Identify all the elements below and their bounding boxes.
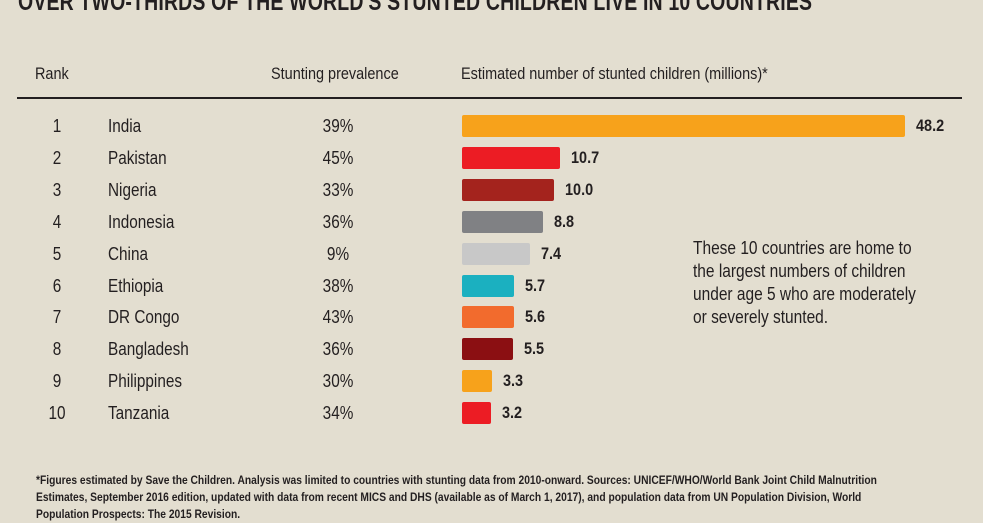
rank-cell: 2 — [52, 147, 62, 168]
value-label: 7.4 — [541, 243, 562, 263]
rank-cell: 4 — [52, 211, 62, 232]
country-label: Philippines — [108, 371, 183, 392]
prevalence-cell: 33% — [322, 179, 354, 200]
prevalence-cell: 36% — [322, 339, 354, 360]
bar-pakistan — [462, 146, 561, 169]
rank-cell: 3 — [52, 179, 62, 200]
prevalence-cell: 34% — [322, 403, 354, 424]
rank-cell: 10 — [48, 403, 66, 424]
value-label: 3.3 — [503, 371, 524, 391]
bar-bangladesh — [462, 338, 513, 361]
rank-cell: 9 — [52, 371, 62, 392]
value-label: 10.0 — [564, 179, 594, 199]
country-label: Nigeria — [108, 179, 157, 200]
bar-ethiopia — [462, 274, 515, 297]
country-label: China — [108, 243, 148, 264]
value-label: 8.8 — [553, 211, 574, 231]
rank-header: Rank — [35, 64, 69, 83]
country-label: India — [108, 116, 142, 136]
value-label: 3.2 — [502, 403, 523, 423]
prevalence-cell: 39% — [322, 116, 354, 136]
prevalence-cell: 36% — [322, 211, 354, 232]
bar-dr-congo — [462, 306, 514, 329]
bar-india — [462, 115, 905, 137]
chart-title: OVER TWO-THIRDS OF THE WORLD'S STUNTED C… — [18, 0, 813, 16]
country-label: Ethiopia — [108, 275, 164, 296]
country-label: Tanzania — [108, 403, 170, 424]
bar-nigeria — [462, 178, 554, 201]
country-label: Indonesia — [108, 211, 175, 232]
country-label: DR Congo — [108, 307, 180, 328]
value-label: 5.5 — [523, 339, 544, 359]
rank-cell: 1 — [52, 116, 62, 136]
prevalence-header: Stunting prevalence — [271, 64, 399, 83]
rank-cell: 6 — [52, 275, 62, 296]
bar-philippines — [462, 370, 493, 393]
bar-china — [462, 242, 530, 265]
bar-indonesia — [462, 210, 543, 233]
value-label: 5.6 — [524, 307, 545, 327]
country-label: Pakistan — [108, 147, 167, 168]
annotation-text: These 10 countries are home to the large… — [693, 238, 916, 327]
rank-cell: 5 — [52, 243, 62, 264]
prevalence-cell: 30% — [322, 371, 354, 392]
header-rule — [17, 97, 962, 99]
prevalence-cell: 9% — [326, 243, 350, 264]
value-label: 10.7 — [571, 147, 600, 167]
footnote-text: *Figures estimated by Save the Children.… — [36, 473, 877, 521]
bar-tanzania — [462, 402, 492, 425]
country-label: Bangladesh — [108, 339, 189, 360]
prevalence-cell: 38% — [322, 275, 354, 296]
value-label: 5.7 — [525, 275, 546, 295]
value-label: 48.2 — [916, 116, 945, 135]
prevalence-cell: 43% — [322, 307, 354, 328]
estimate-header: Estimated number of stunted children (mi… — [461, 64, 768, 83]
prevalence-cell: 45% — [322, 147, 354, 168]
rank-cell: 7 — [52, 307, 62, 328]
rank-cell: 8 — [52, 339, 62, 360]
